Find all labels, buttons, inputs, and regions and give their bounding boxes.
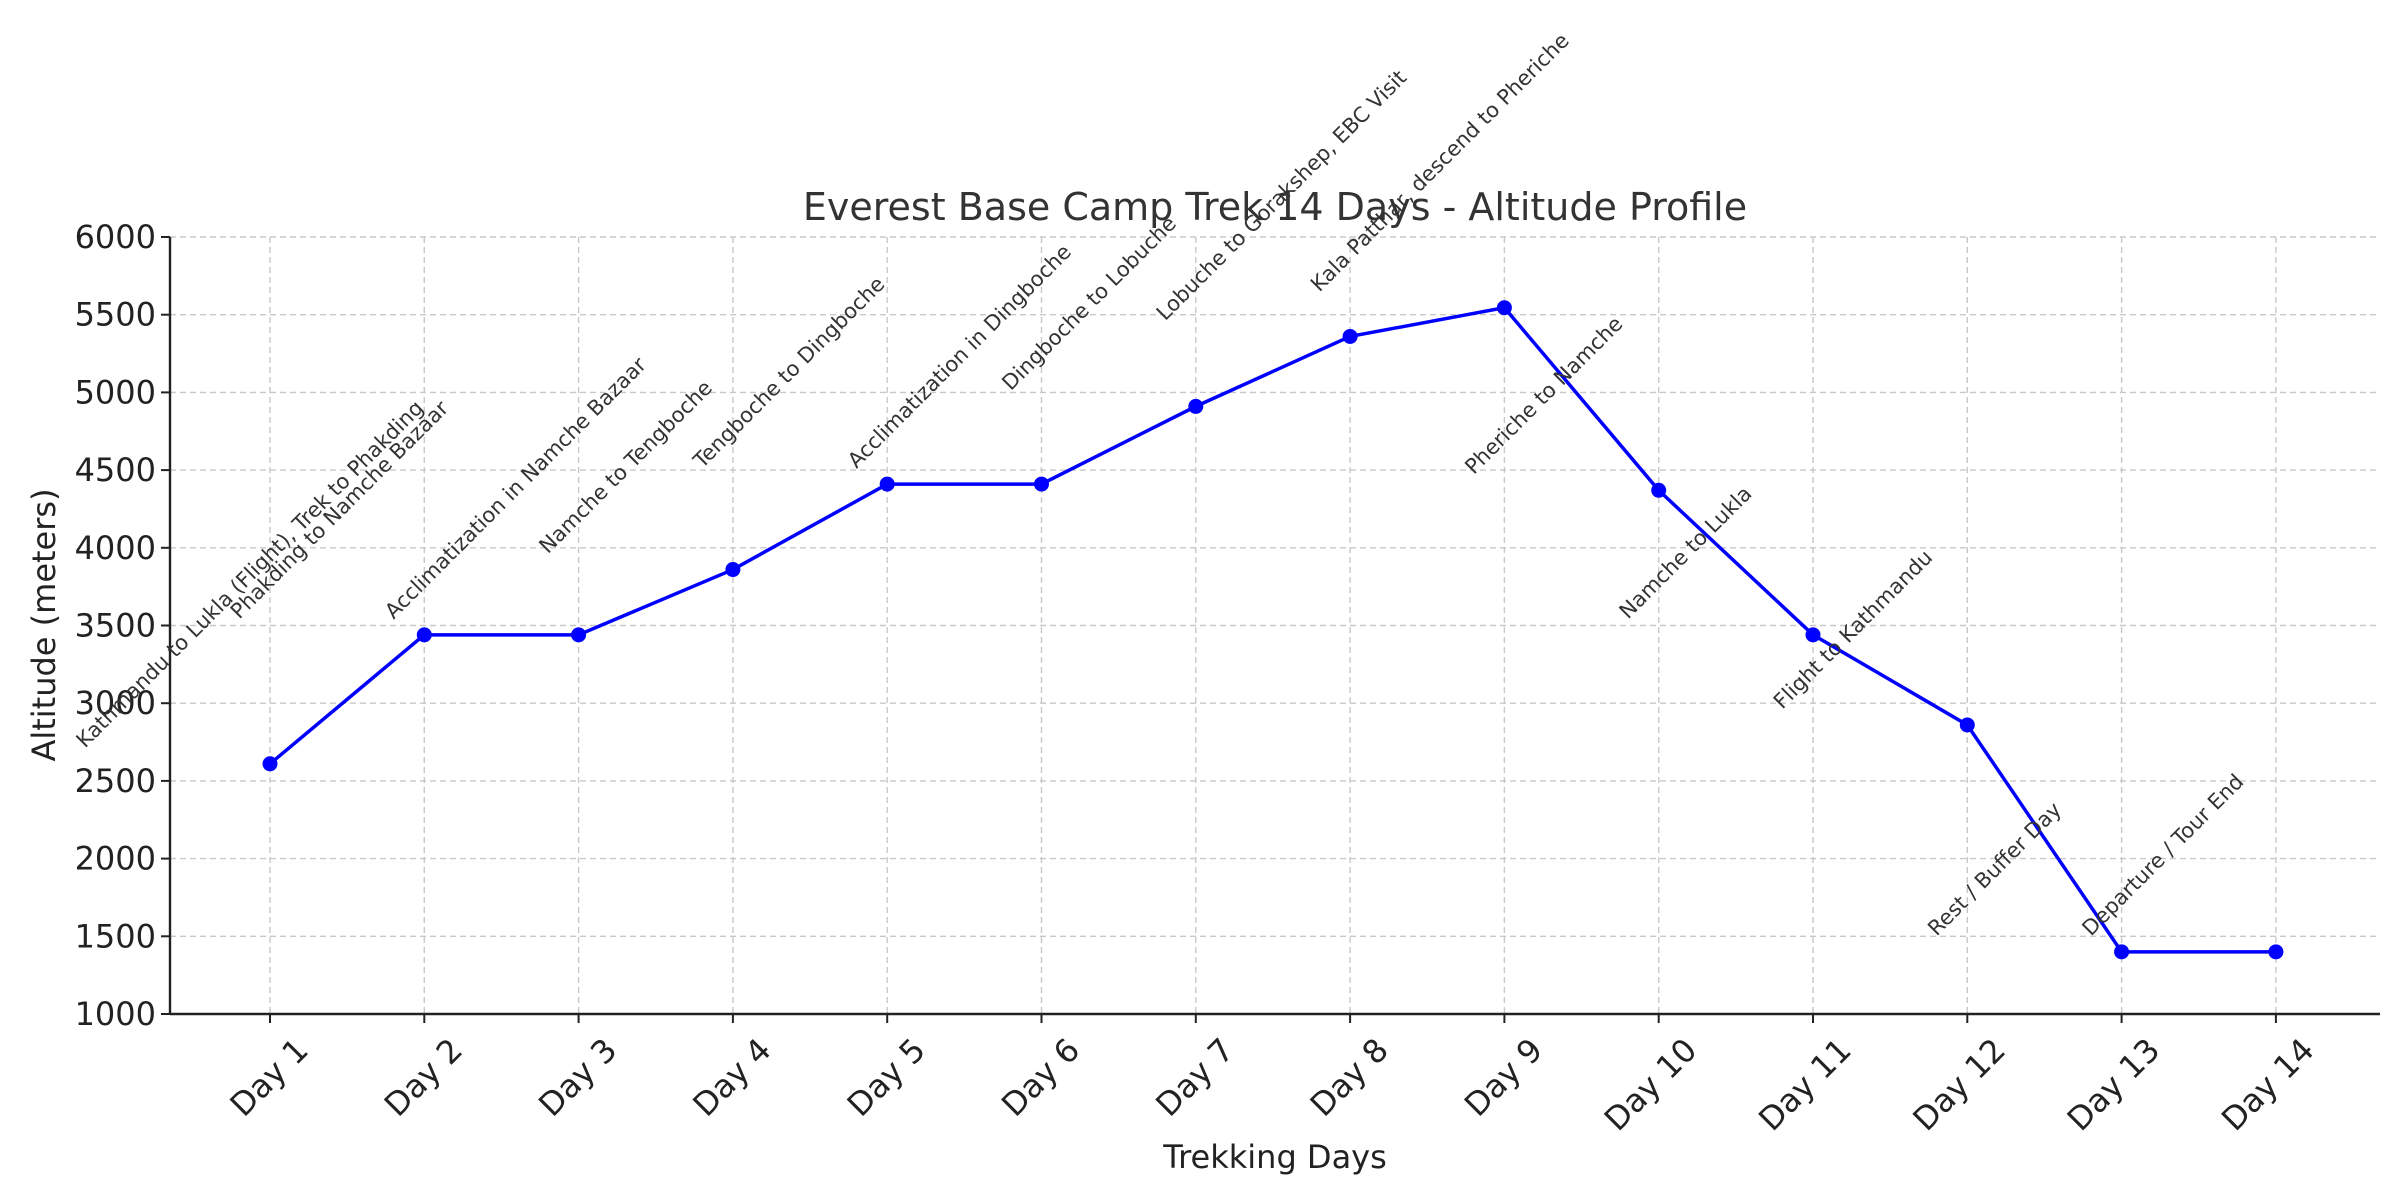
data-point [1496, 300, 1512, 316]
data-point [1342, 328, 1358, 344]
x-tick-label: Day 8 [1303, 1031, 1396, 1124]
y-tick-label: 4000 [75, 529, 156, 567]
point-annotation: Kathmandu to Lukla (Flight), Trek to Pha… [72, 396, 429, 753]
x-tick-label: Day 4 [685, 1031, 778, 1124]
point-annotation: Namche to Tengboche [534, 376, 716, 558]
y-tick-label: 3500 [75, 607, 156, 645]
data-point [1034, 476, 1049, 492]
x-tick-label: Day 9 [1457, 1031, 1550, 1124]
y-ticks: 1000 1500 2000 2500 3000 3500 4000 4500 5000 5500… [75, 218, 170, 1033]
grid-lines [170, 236, 2380, 1015]
altitude-line [268, 305, 2276, 954]
y-tick-label: 5000 [75, 373, 156, 411]
x-tick-label: Day 11 [1751, 1031, 1859, 1139]
y-tick-label: 1000 [75, 995, 156, 1033]
x-ticks: Day 1 Day 2 Day 3 Day 4 Day 5 Day 6 Day 7 Day 8… [223, 1014, 2322, 1138]
data-point [1651, 482, 1667, 498]
point-annotation: Namche to Lukla [1615, 481, 1757, 623]
data-point [416, 627, 432, 643]
x-axis-label: Trekking Days [1162, 1138, 1387, 1176]
x-tick-label: Day 1 [223, 1031, 316, 1124]
series-altitude [262, 300, 2284, 960]
point-annotation: Flight to Kathmandu [1769, 545, 1937, 713]
x-tick-label: Day 10 [1597, 1031, 1705, 1139]
point-annotation: Pheriche to Namche [1460, 312, 1627, 479]
x-tick-label: Day 7 [1148, 1031, 1241, 1124]
x-tick-label: Day 5 [840, 1031, 933, 1124]
annotations: Kathmandu to Lukla (Flight), Trek to Pha… [72, 28, 2249, 940]
x-tick-label: Day 3 [531, 1031, 624, 1124]
data-point [571, 627, 587, 643]
point-annotation: Kala Patthar, descend to Pheriche [1306, 28, 1574, 296]
y-tick-label: 2000 [75, 840, 156, 878]
x-tick-label: Day 12 [1905, 1031, 2013, 1139]
data-point [879, 476, 895, 492]
data-point [1805, 627, 1821, 643]
y-tick-label: 3000 [75, 684, 156, 722]
point-annotation: Rest / Buffer Day [1923, 797, 2066, 940]
data-point [1959, 717, 1975, 733]
x-tick-label: Day 2 [377, 1031, 470, 1124]
y-tick-label: 2500 [75, 762, 156, 800]
y-tick-label: 1500 [75, 917, 156, 955]
x-tick-label: Day 6 [994, 1031, 1087, 1124]
data-point [2114, 944, 2130, 960]
chart-title: Everest Base Camp Trek 14 Days - Altitud… [803, 185, 1747, 229]
data-point [262, 756, 278, 772]
data-point [2268, 944, 2284, 960]
data-point [1188, 398, 1204, 414]
y-axis-label: Altitude (meters) [25, 488, 63, 761]
data-point [725, 562, 741, 578]
x-tick-label: Day 14 [2214, 1031, 2322, 1139]
y-tick-label: 4500 [75, 451, 156, 489]
y-tick-label: 6000 [75, 218, 156, 256]
x-tick-label: Day 13 [2060, 1031, 2168, 1139]
y-tick-label: 5500 [75, 296, 156, 334]
point-annotation: Departure / Tour End [2077, 770, 2248, 941]
